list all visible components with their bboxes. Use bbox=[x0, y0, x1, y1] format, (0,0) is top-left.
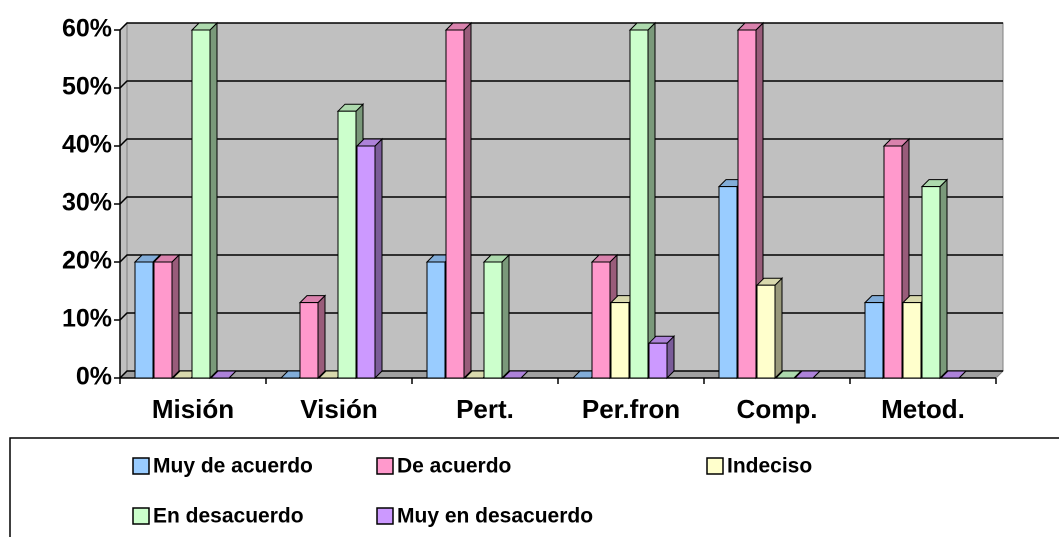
x-tick-label: Per.fron bbox=[582, 394, 680, 424]
bar-side bbox=[171, 253, 180, 380]
y-tick-label: 50% bbox=[62, 73, 112, 101]
grid-line bbox=[119, 80, 1003, 89]
bar bbox=[628, 21, 657, 380]
bar bbox=[774, 370, 803, 379]
bar-front bbox=[718, 186, 738, 379]
bar bbox=[444, 21, 473, 380]
bar bbox=[501, 370, 530, 379]
x-tick-label: Misión bbox=[152, 394, 234, 424]
legend-frame bbox=[9, 437, 1059, 537]
bar-front bbox=[591, 261, 611, 379]
bar bbox=[209, 370, 238, 379]
y-tick-label: 40% bbox=[62, 131, 112, 159]
bar-front bbox=[356, 145, 376, 379]
bar bbox=[647, 334, 676, 380]
bar-top bbox=[793, 370, 822, 379]
y-tick-label: 10% bbox=[62, 305, 112, 333]
bar bbox=[939, 370, 968, 379]
bar-top bbox=[209, 370, 238, 379]
bar bbox=[152, 253, 181, 380]
bar bbox=[482, 253, 511, 380]
legend-label: En desacuerdo bbox=[153, 505, 304, 528]
bar-front bbox=[299, 302, 319, 379]
bar-front bbox=[648, 342, 668, 379]
legend-label: Indeciso bbox=[727, 455, 812, 478]
legend-swatch bbox=[132, 507, 150, 525]
bar-front bbox=[445, 29, 465, 379]
bar-front bbox=[610, 302, 630, 379]
bar-front bbox=[629, 29, 649, 379]
bar-front bbox=[902, 302, 922, 379]
bar bbox=[190, 21, 219, 380]
legend-label: De acuerdo bbox=[397, 455, 511, 478]
bar bbox=[920, 178, 949, 380]
y-tick-label: 30% bbox=[62, 189, 112, 217]
grid-line bbox=[119, 312, 1003, 321]
bar-front bbox=[134, 261, 154, 379]
x-tick-label: Comp. bbox=[737, 394, 818, 424]
bar-side bbox=[209, 21, 218, 380]
y-tick-label: 60% bbox=[62, 15, 112, 43]
bar-side bbox=[501, 253, 510, 380]
legend-swatch bbox=[132, 457, 150, 475]
bar-side bbox=[463, 21, 472, 380]
grid-line bbox=[119, 138, 1003, 147]
bar-side bbox=[774, 276, 783, 380]
legend-swatch bbox=[376, 507, 394, 525]
bar bbox=[793, 370, 822, 379]
bar-top bbox=[501, 370, 530, 379]
bar-front bbox=[337, 110, 357, 379]
bar-front bbox=[756, 284, 776, 379]
bar-top bbox=[774, 370, 803, 379]
grid-line bbox=[119, 254, 1003, 263]
bar-side bbox=[647, 21, 656, 380]
bar-side bbox=[939, 178, 948, 380]
bar-front bbox=[921, 186, 941, 379]
bar-front bbox=[191, 29, 211, 379]
legend-label: Muy en desacuerdo bbox=[397, 505, 593, 528]
x-tick-label: Pert. bbox=[456, 394, 514, 424]
grid-line bbox=[119, 196, 1003, 205]
bar-front bbox=[883, 145, 903, 379]
x-tick-label: Visión bbox=[300, 394, 378, 424]
grid-line bbox=[119, 22, 1003, 31]
legend-swatch bbox=[376, 457, 394, 475]
bar-front bbox=[153, 261, 173, 379]
legend-label: Muy de acuerdo bbox=[153, 455, 313, 478]
bar bbox=[298, 294, 327, 380]
x-tick-label: Metod. bbox=[881, 394, 965, 424]
bar-front bbox=[426, 261, 446, 379]
bar-side bbox=[374, 137, 383, 380]
grid-line bbox=[119, 370, 1003, 379]
bar-side bbox=[317, 294, 326, 380]
bar-top bbox=[939, 370, 968, 379]
bar-front bbox=[483, 261, 503, 379]
bar bbox=[355, 137, 384, 380]
bar-front bbox=[864, 302, 884, 379]
y-tick-label: 0% bbox=[76, 363, 112, 391]
y-tick-label: 20% bbox=[62, 247, 112, 275]
legend-swatch bbox=[706, 457, 724, 475]
bar bbox=[755, 276, 784, 380]
bar-front bbox=[737, 29, 757, 379]
